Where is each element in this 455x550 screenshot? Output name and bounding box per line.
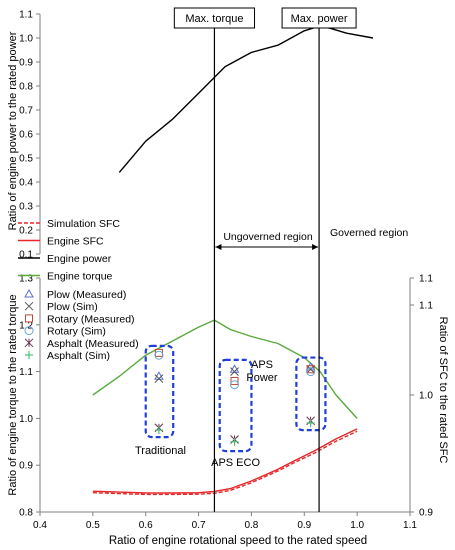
- power-y-tick-label: 1.1: [19, 10, 33, 21]
- x-tick-label: 0.4: [33, 520, 47, 531]
- x-tick-label: 0.6: [139, 520, 153, 531]
- arrow-head-left-icon: [215, 244, 222, 250]
- data-point-plow-sim: [230, 367, 239, 376]
- torque-y-tick-label: 1.0: [19, 414, 33, 425]
- power-y-tick-label: 0.7: [19, 106, 33, 117]
- data-point-asphalt-sim: [306, 419, 315, 428]
- data-point-asphalt-sim: [230, 437, 239, 446]
- group-label-aps-eco: APS ECO: [211, 457, 260, 469]
- sfc-y-tick-label: 0.9: [419, 508, 433, 519]
- legend-label-rotary-sim: Rotary (Sim): [47, 326, 106, 338]
- power-y-tick-label: 0.6: [19, 130, 33, 141]
- legend-label-engine-power: Engine power: [47, 253, 112, 265]
- series-layer: [92, 25, 374, 496]
- group-label-traditional: Traditional: [135, 445, 186, 457]
- circle-marker-shape: [306, 367, 316, 377]
- vertical-line-label-box-max-torque: [173, 7, 256, 29]
- torque-y-tick-label: 0.8: [19, 508, 33, 519]
- legend-label-simulation-sfc: Simulation SFC: [47, 218, 120, 230]
- power-y-tick-label: 0.3: [19, 202, 33, 213]
- power-y-tick-label: 0.1: [19, 250, 33, 261]
- torque-y-tick-label: 1.2: [19, 320, 33, 331]
- legend-swatch-rotary-sim: [24, 326, 34, 336]
- data-point-asphalt-sim: [154, 426, 163, 435]
- power-y-tick-label: 0.2: [19, 226, 33, 237]
- y-axis-label-power: Ratio of engine power to the rated power: [7, 31, 19, 230]
- data-point-rotary-sim: [154, 350, 164, 360]
- legend-label-plow-sim: Plow (Sim): [47, 301, 98, 313]
- x-tick-label: 0.5: [86, 520, 100, 531]
- data-point-rotary-measured: [230, 376, 239, 385]
- torque-y-tick-label: 0.9: [19, 461, 33, 472]
- y-axis-label-torque: Ratio of engine torque to the rated torq…: [7, 294, 19, 495]
- x-tick-label: 0.9: [297, 520, 311, 531]
- x-marker-stroke: [230, 367, 239, 376]
- triangle-marker-shape: [24, 288, 34, 298]
- data-point-rotary-measured: [154, 348, 163, 357]
- circle-marker-shape: [24, 326, 34, 336]
- square-marker-shape: [25, 314, 33, 323]
- data-point-plow-sim: [306, 364, 315, 374]
- legend-label-plow-measured: Plow (Measured): [47, 289, 126, 301]
- legend-swatch-asphalt-measured: [24, 338, 34, 348]
- legend-label-asphalt-measured: Asphalt (Measured): [47, 338, 139, 350]
- sfc-y-tick-label: 1.1: [419, 274, 433, 285]
- marker-layer: [154, 348, 316, 446]
- series-line-engine-sfc: [92, 428, 358, 494]
- circle-marker-shape: [154, 350, 164, 360]
- x-axis-label: Ratio of engine rotational speed to the …: [109, 535, 367, 547]
- x-marker-stroke: [154, 374, 164, 383]
- sfc-y-tick-label: 1.1: [419, 301, 433, 312]
- series-line-engine-power: [118, 25, 374, 173]
- axes-layer: 0.10.20.30.40.50.60.70.80.91.01.10.80.91…: [19, 10, 433, 532]
- group-label-aps-power-line2: Power: [246, 372, 278, 384]
- circle-marker-shape: [230, 380, 240, 390]
- legend-swatch-plow-sim: [24, 301, 34, 311]
- data-point-rotary-sim: [306, 367, 316, 377]
- vertical-line-layer: Max. torque Max. power: [173, 7, 357, 512]
- legend-label-asphalt-sim: Asphalt (Sim): [47, 350, 110, 362]
- sfc-y-tick-label: 1.0: [419, 391, 433, 402]
- group-box-aps-eco: [218, 358, 253, 453]
- x-marker-stroke: [306, 364, 315, 374]
- power-y-tick-label: 0.9: [19, 58, 33, 69]
- y-axis-label-sfc: Ratio of SFC to the rated SFC: [437, 317, 449, 464]
- torque-y-tick-label: 1.3: [19, 274, 33, 285]
- power-y-tick-label: 0.5: [19, 154, 33, 165]
- data-point-rotary-sim: [230, 380, 240, 390]
- x-tick-label: 0.8: [244, 520, 258, 531]
- legend-swatch-rotary-measured: [25, 314, 33, 323]
- vertical-line-label-max-power: Max. power: [291, 13, 348, 25]
- torque-y-tick-label: 1.1: [19, 367, 33, 378]
- x-marker-stroke: [24, 301, 34, 311]
- power-y-tick-label: 0.8: [19, 82, 33, 93]
- group-box-traditional: [144, 344, 175, 439]
- vertical-line-label-box-max-power: [281, 7, 357, 29]
- ungoverned-region-label: Ungoverned region: [223, 231, 312, 243]
- square-marker-shape: [230, 376, 239, 385]
- governed-region-label: Governed region: [330, 227, 408, 239]
- power-y-tick-label: 1.0: [19, 34, 33, 45]
- label-layer: Ratio of engine rotational speed to the …: [7, 31, 449, 547]
- data-point-plow-sim: [154, 374, 164, 383]
- group-box-aps-power: [295, 356, 327, 432]
- arrow-head-right-icon: [312, 244, 319, 250]
- x-tick-label: 1.0: [350, 520, 364, 531]
- legend-swatch-plow-measured: [24, 288, 34, 298]
- series-line-engine-torque: [92, 319, 358, 419]
- legend-swatch-asphalt-sim: [25, 351, 33, 359]
- x-tick-label: 0.7: [192, 520, 206, 531]
- legend-label-engine-torque: Engine torque: [47, 271, 113, 283]
- legend-label-engine-sfc: Engine SFC: [47, 236, 104, 248]
- vertical-line-label-max-torque: Max. torque: [185, 13, 243, 25]
- legend-label-rotary-measured: Rotary (Measured): [47, 313, 135, 325]
- legend: Simulation SFC Engine SFC Engine power Engi…: [18, 218, 139, 362]
- series-line-simulation-sfc: [92, 430, 358, 496]
- square-marker-shape: [154, 348, 163, 357]
- x-tick-label: 1.1: [403, 520, 417, 531]
- power-y-tick-label: 0.4: [19, 178, 33, 189]
- group-label-aps-power-line1: APS: [251, 359, 273, 371]
